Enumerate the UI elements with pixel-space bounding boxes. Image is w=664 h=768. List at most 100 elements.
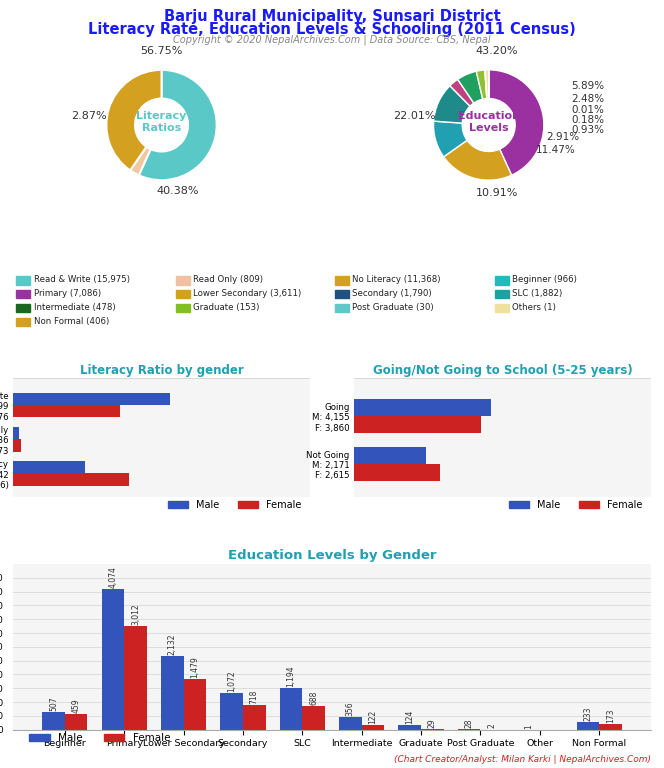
Text: 2.87%: 2.87% <box>71 111 106 121</box>
Text: 40.38%: 40.38% <box>157 186 199 196</box>
Bar <box>42 712 65 730</box>
Text: Non Formal (406): Non Formal (406) <box>34 316 109 326</box>
Text: 2: 2 <box>487 723 496 729</box>
Text: 507: 507 <box>49 697 58 711</box>
Text: 28: 28 <box>465 718 473 727</box>
Text: 233: 233 <box>584 706 592 720</box>
Bar <box>354 416 481 433</box>
Text: 11.47%: 11.47% <box>536 144 576 154</box>
Legend: Male, Female: Male, Female <box>165 496 305 514</box>
Title: Education Levels by Gender: Education Levels by Gender <box>228 548 436 561</box>
FancyBboxPatch shape <box>17 276 31 284</box>
Title: Literacy Ratio by gender: Literacy Ratio by gender <box>80 364 244 377</box>
FancyBboxPatch shape <box>17 304 31 312</box>
Bar <box>362 726 384 730</box>
Text: 0.01%: 0.01% <box>572 105 604 115</box>
FancyBboxPatch shape <box>495 304 509 312</box>
Bar <box>102 589 124 730</box>
Text: 0.18%: 0.18% <box>572 115 604 125</box>
Bar <box>398 725 421 730</box>
Bar <box>243 705 266 730</box>
Text: 4,074: 4,074 <box>108 566 118 588</box>
Bar <box>354 464 440 481</box>
Bar <box>421 729 444 730</box>
Text: Read & Write (15,975): Read & Write (15,975) <box>34 275 129 284</box>
Text: Others (1): Others (1) <box>512 303 556 312</box>
Text: 2.91%: 2.91% <box>546 132 580 142</box>
Text: 56.75%: 56.75% <box>140 46 183 56</box>
Bar <box>220 693 243 730</box>
Bar <box>124 626 147 730</box>
FancyBboxPatch shape <box>176 276 190 284</box>
Wedge shape <box>489 70 544 175</box>
Text: 2.48%: 2.48% <box>572 94 604 104</box>
Wedge shape <box>450 79 474 106</box>
Bar <box>13 439 21 452</box>
Text: 43.20%: 43.20% <box>475 46 518 56</box>
Bar <box>302 706 325 730</box>
Bar <box>13 393 170 406</box>
Wedge shape <box>485 70 487 98</box>
Text: 122: 122 <box>369 710 377 724</box>
Wedge shape <box>485 70 489 98</box>
Text: 173: 173 <box>606 708 615 723</box>
Wedge shape <box>139 70 216 180</box>
Text: 459: 459 <box>72 698 80 713</box>
FancyBboxPatch shape <box>495 276 509 284</box>
Text: Primary (7,086): Primary (7,086) <box>34 289 101 298</box>
Text: No Literacy (11,368): No Literacy (11,368) <box>353 275 441 284</box>
Wedge shape <box>130 147 151 175</box>
FancyBboxPatch shape <box>17 318 31 326</box>
Text: Post Graduate (30): Post Graduate (30) <box>353 303 434 312</box>
Text: Lower Secondary (3,611): Lower Secondary (3,611) <box>193 289 301 298</box>
Text: 29: 29 <box>428 718 437 727</box>
Text: Beginner (966): Beginner (966) <box>512 275 576 284</box>
Bar <box>65 713 88 730</box>
Bar <box>183 679 206 730</box>
Text: 2,132: 2,132 <box>168 634 177 655</box>
Text: 1,194: 1,194 <box>287 666 295 687</box>
Bar <box>458 729 481 730</box>
Legend: Male, Female: Male, Female <box>25 730 175 747</box>
Text: Intermediate (478): Intermediate (478) <box>34 303 116 312</box>
FancyBboxPatch shape <box>17 290 31 298</box>
Bar <box>13 461 85 473</box>
Wedge shape <box>444 141 511 180</box>
Bar <box>354 447 426 464</box>
Text: 0.93%: 0.93% <box>572 125 604 135</box>
FancyBboxPatch shape <box>495 290 509 298</box>
Wedge shape <box>434 86 470 123</box>
Bar <box>280 688 302 730</box>
Text: 5.89%: 5.89% <box>572 81 604 91</box>
Text: SLC (1,882): SLC (1,882) <box>512 289 562 298</box>
Bar <box>576 722 599 730</box>
FancyBboxPatch shape <box>176 290 190 298</box>
Title: Going/Not Going to School (5-25 years): Going/Not Going to School (5-25 years) <box>373 364 632 377</box>
Text: 688: 688 <box>309 690 318 705</box>
Bar <box>13 473 129 485</box>
Text: 718: 718 <box>250 690 259 703</box>
Bar <box>339 717 362 730</box>
Text: 1,072: 1,072 <box>227 670 236 692</box>
Text: Education
Levels: Education Levels <box>457 111 520 133</box>
Text: 3,012: 3,012 <box>131 603 140 624</box>
Bar <box>161 656 183 730</box>
Text: 356: 356 <box>346 702 355 717</box>
FancyBboxPatch shape <box>335 304 349 312</box>
Text: Copyright © 2020 NepalArchives.Com | Data Source: CBS, Nepal: Copyright © 2020 NepalArchives.Com | Dat… <box>173 35 491 45</box>
Wedge shape <box>106 70 161 170</box>
Text: 22.01%: 22.01% <box>393 111 436 121</box>
Text: 124: 124 <box>405 710 414 724</box>
Text: Read Only (809): Read Only (809) <box>193 275 263 284</box>
FancyBboxPatch shape <box>176 304 190 312</box>
Wedge shape <box>457 71 483 103</box>
Text: (Chart Creator/Analyst: Milan Karki | NepalArchives.Com): (Chart Creator/Analyst: Milan Karki | Ne… <box>394 755 651 764</box>
Wedge shape <box>476 70 487 99</box>
Text: Graduate (153): Graduate (153) <box>193 303 260 312</box>
Text: Literacy
Ratios: Literacy Ratios <box>136 111 187 133</box>
Text: 10.91%: 10.91% <box>476 187 518 197</box>
Text: 1: 1 <box>524 723 533 729</box>
Bar <box>13 427 19 439</box>
FancyBboxPatch shape <box>335 290 349 298</box>
Text: Barju Rural Municipality, Sunsari District: Barju Rural Municipality, Sunsari Distri… <box>163 9 501 25</box>
